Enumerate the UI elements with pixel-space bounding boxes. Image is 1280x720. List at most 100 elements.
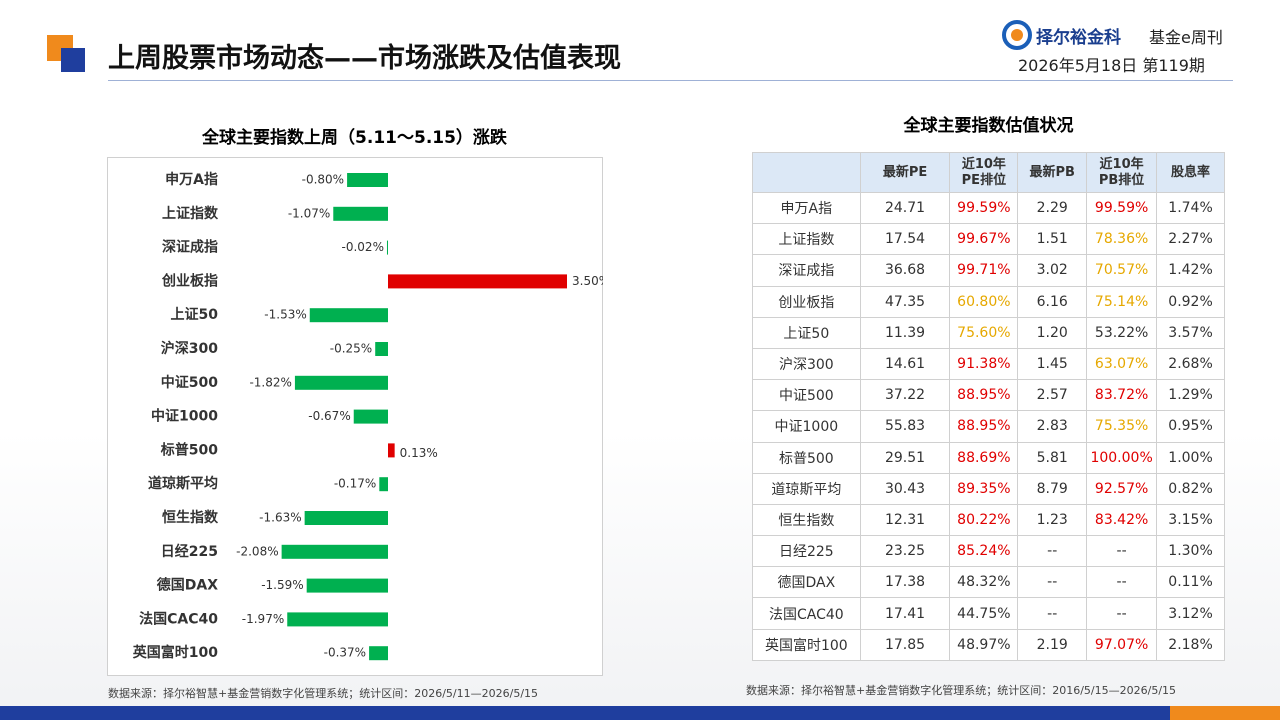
row-label: 日经225	[752, 535, 861, 568]
category-label: 中证1000	[151, 408, 218, 425]
row-label: 道琼斯平均	[752, 472, 861, 505]
category-label: 标普500	[160, 441, 218, 458]
table-cell: 0.92%	[1156, 285, 1225, 318]
table-cell: 30.43	[859, 472, 951, 505]
bar	[281, 544, 388, 559]
table-cell: --	[1017, 566, 1088, 599]
table-cell: 88.95%	[949, 410, 1019, 443]
header-rule	[108, 80, 1233, 81]
table-cell: --	[1086, 597, 1158, 630]
table-cell: 60.80%	[949, 285, 1019, 318]
bar	[306, 578, 388, 593]
row-label: 上证50	[752, 316, 861, 349]
value-label: -0.80%	[302, 173, 344, 187]
brand-sub: 基金e周刊	[1149, 28, 1223, 47]
category-label: 恒生指数	[162, 509, 219, 526]
bar	[287, 612, 388, 627]
bar	[388, 274, 567, 289]
table-cell: 99.59%	[949, 191, 1019, 225]
table-cell: 47.35	[859, 285, 951, 318]
value-label: -0.02%	[342, 240, 384, 254]
row-label: 申万A指	[752, 191, 861, 225]
table-cell: 1.29%	[1156, 379, 1225, 412]
value-label: -0.25%	[330, 342, 372, 356]
table-cell: 75.35%	[1086, 410, 1158, 443]
table-row: 德国DAX 17.38 48.32% -- -- 0.11%	[752, 566, 1225, 599]
table-cell: 5.81	[1017, 441, 1088, 474]
table-cell: 12.31	[859, 503, 951, 537]
table-cell: 88.95%	[949, 379, 1019, 412]
row-label: 德国DAX	[752, 566, 861, 599]
category-label: 沪深300	[161, 340, 218, 357]
table-cell: 6.16	[1017, 285, 1088, 318]
bar	[347, 173, 388, 187]
bar	[304, 511, 388, 525]
table-cell: --	[1086, 566, 1158, 599]
table-cell: 17.38	[859, 566, 951, 599]
header-row: 最新PE 近10年 PE排位 最新PB 近10年 PB排位 股息率	[752, 152, 1225, 193]
table-row: 深证成指 36.68 99.71% 3.02 70.57% 1.42%	[752, 254, 1225, 287]
table-cell: 1.30%	[1156, 535, 1225, 568]
chart-title: 全球主要指数上周（5.11～5.15）涨跌	[202, 128, 507, 148]
table-cell: 88.69%	[949, 441, 1019, 474]
category-label: 深证成指	[162, 239, 218, 256]
row-label: 标普500	[752, 441, 861, 474]
value-label: -2.08%	[236, 544, 278, 558]
table-cell: 0.82%	[1156, 472, 1225, 505]
table-row: 中证500 37.22 88.95% 2.57 83.72% 1.29%	[752, 379, 1225, 412]
value-label: -1.97%	[242, 612, 284, 626]
bar	[309, 308, 388, 323]
logo	[1002, 20, 1032, 50]
bar	[386, 240, 388, 255]
header-cell	[752, 152, 861, 193]
table-cell: 8.79	[1017, 472, 1088, 505]
bar	[333, 206, 388, 221]
value-label: 3.50%	[572, 274, 603, 288]
table-cell: 1.42%	[1156, 254, 1225, 287]
table-cell: 1.00%	[1156, 441, 1225, 474]
bar	[375, 342, 388, 356]
value-label: -0.17%	[334, 477, 376, 491]
table-cell: 92.57%	[1086, 472, 1158, 505]
chart-source: 数据来源：择尔裕智慧+基金营销数字化管理系统；统计区间：2026/5/11—20…	[108, 687, 539, 700]
table-cell: 63.07%	[1086, 347, 1158, 381]
row-label: 创业板指	[752, 285, 861, 318]
category-label: 法国CAC40	[139, 610, 218, 627]
row-label: 深证成指	[752, 254, 861, 287]
category-label: 上证指数	[162, 205, 219, 222]
table-cell: 99.59%	[1086, 191, 1158, 225]
table-cell: 55.83	[859, 410, 951, 443]
row-label: 中证1000	[752, 410, 861, 443]
brand: 择尔裕金科	[1036, 28, 1121, 48]
table-row: 法国CAC40 17.41 44.75% -- -- 3.12%	[752, 597, 1225, 630]
value-label: -1.53%	[264, 308, 306, 322]
table-cell: 1.74%	[1156, 191, 1225, 225]
table-cell: 75.60%	[949, 316, 1019, 349]
table-cell: 3.02	[1017, 254, 1088, 287]
table-cell: 2.68%	[1156, 347, 1225, 381]
deco-square	[61, 48, 85, 72]
table-cell: 89.35%	[949, 472, 1019, 505]
table-cell: 17.85	[859, 628, 951, 661]
table-cell: 0.95%	[1156, 410, 1225, 443]
header-line: PE排位	[961, 172, 1007, 188]
header-cell: 近10年 PE排位	[949, 152, 1019, 193]
table-source: 数据来源：择尔裕智慧+基金营销数字化管理系统；统计区间：2016/5/15—20…	[746, 684, 1177, 697]
table-cell: --	[1017, 535, 1088, 568]
table-row: 创业板指 47.35 60.80% 6.16 75.14% 0.92%	[752, 285, 1225, 318]
valuation-table: 最新PE 近10年 PE排位 最新PB 近10年 PB排位 股息率 申万A指 24.71 99.…	[752, 152, 1225, 661]
table-row: 沪深300 14.61 91.38% 1.45 63.07% 2.68%	[752, 347, 1225, 381]
category-label: 道琼斯平均	[148, 475, 218, 492]
bar	[369, 646, 388, 661]
header-line: 近10年	[961, 156, 1006, 172]
table-row: 上证50 11.39 75.60% 1.20 53.22% 3.57%	[752, 316, 1225, 349]
table-cell: 1.51	[1017, 223, 1088, 256]
table-cell: 37.22	[859, 379, 951, 412]
table-cell: 1.23	[1017, 503, 1088, 537]
header-cell: 近10年 PB排位	[1086, 152, 1158, 193]
header-cell: 最新PB	[1017, 152, 1088, 193]
table-cell: 2.83	[1017, 410, 1088, 443]
table-cell: 97.07%	[1086, 628, 1158, 661]
table-cell: 2.27%	[1156, 223, 1225, 256]
